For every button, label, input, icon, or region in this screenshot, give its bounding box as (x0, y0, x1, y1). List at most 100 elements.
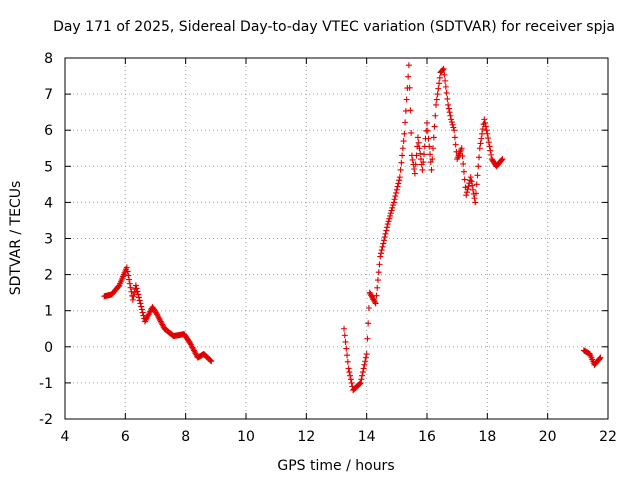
data-point (445, 101, 452, 108)
data-point (390, 199, 397, 206)
data-point (420, 151, 427, 158)
data-point (474, 172, 481, 179)
data-point (451, 134, 458, 141)
data-point (124, 268, 131, 275)
y-tick-label: 2 (44, 268, 53, 284)
data-point (483, 127, 490, 134)
data-point (428, 166, 435, 173)
data-point (139, 309, 146, 316)
x-tick-label: 22 (599, 429, 617, 445)
data-point (343, 345, 350, 352)
data-point (458, 145, 465, 152)
data-point (429, 156, 436, 163)
data-point (468, 178, 475, 185)
data-point (365, 304, 372, 311)
data-point (471, 195, 478, 202)
data-point (407, 107, 414, 114)
data-point (417, 156, 424, 163)
data-point (415, 139, 422, 146)
y-tick-label: 5 (44, 159, 53, 175)
data-point (467, 174, 474, 181)
data-point (424, 119, 430, 126)
data-point (341, 325, 348, 332)
data-point (347, 372, 354, 379)
data-point (444, 95, 451, 102)
x-tick-label: 10 (237, 429, 255, 445)
data-point (344, 358, 351, 365)
data-point (125, 272, 132, 279)
data-point (449, 121, 456, 128)
data-point (372, 300, 379, 307)
data-point (381, 237, 388, 244)
y-tick-label: 7 (44, 87, 53, 103)
data-point (403, 96, 410, 103)
data-point (398, 159, 405, 166)
data-point (363, 351, 370, 358)
data-point (469, 182, 476, 189)
data-point (479, 130, 486, 137)
data-point (426, 143, 433, 150)
x-tick-label: 8 (181, 429, 190, 445)
data-point (412, 161, 419, 168)
data-point (135, 291, 142, 298)
data-point (131, 289, 138, 296)
data-point (391, 196, 398, 203)
data-point (397, 166, 404, 173)
y-tick-label: 8 (44, 51, 53, 67)
data-point (405, 62, 412, 69)
data-point (382, 230, 389, 237)
data-point (126, 276, 133, 283)
y-tick-label: 3 (44, 232, 53, 248)
data-point (396, 177, 403, 184)
data-point (479, 125, 486, 132)
data-point (482, 123, 489, 130)
data-point (393, 186, 400, 193)
data-point (434, 91, 441, 98)
data-point (399, 152, 406, 159)
data-point (442, 83, 449, 90)
data-point (393, 189, 400, 196)
x-tick-label: 20 (539, 429, 557, 445)
chart-title: Day 171 of 2025, Sidereal Day-to-day VTE… (53, 19, 615, 35)
data-point (448, 119, 455, 126)
data-point (394, 183, 401, 190)
data-point (207, 357, 214, 364)
data-point (375, 269, 382, 276)
data-point (374, 277, 381, 284)
data-point (441, 71, 448, 78)
data-point (374, 284, 381, 291)
data-point (445, 105, 452, 112)
data-point (126, 280, 133, 287)
data-point (452, 141, 459, 148)
data-point (130, 293, 137, 300)
data-point (440, 65, 447, 72)
data-point (387, 212, 394, 219)
data-point (405, 73, 412, 80)
data-point (132, 282, 139, 289)
data-point (344, 352, 351, 359)
data-point (486, 143, 493, 150)
data-point (384, 224, 391, 231)
data-point (208, 358, 215, 365)
x-tick-label: 4 (61, 429, 70, 445)
data-point (136, 297, 143, 304)
data-point (347, 376, 354, 383)
data-point (424, 127, 431, 134)
data-point (137, 300, 144, 307)
grid (65, 58, 608, 419)
y-axis-label: SDTVAR / TECUs (8, 181, 24, 296)
data-point (402, 119, 409, 126)
data-point (446, 109, 453, 116)
data-point (128, 288, 135, 295)
data-point (597, 354, 604, 361)
x-tick-label: 14 (358, 429, 376, 445)
data-point (345, 365, 352, 372)
data-point (358, 376, 365, 383)
data-point (401, 130, 408, 137)
data-point (127, 284, 134, 291)
data-point (341, 332, 348, 339)
data-point (395, 180, 402, 187)
data-point (420, 159, 427, 166)
